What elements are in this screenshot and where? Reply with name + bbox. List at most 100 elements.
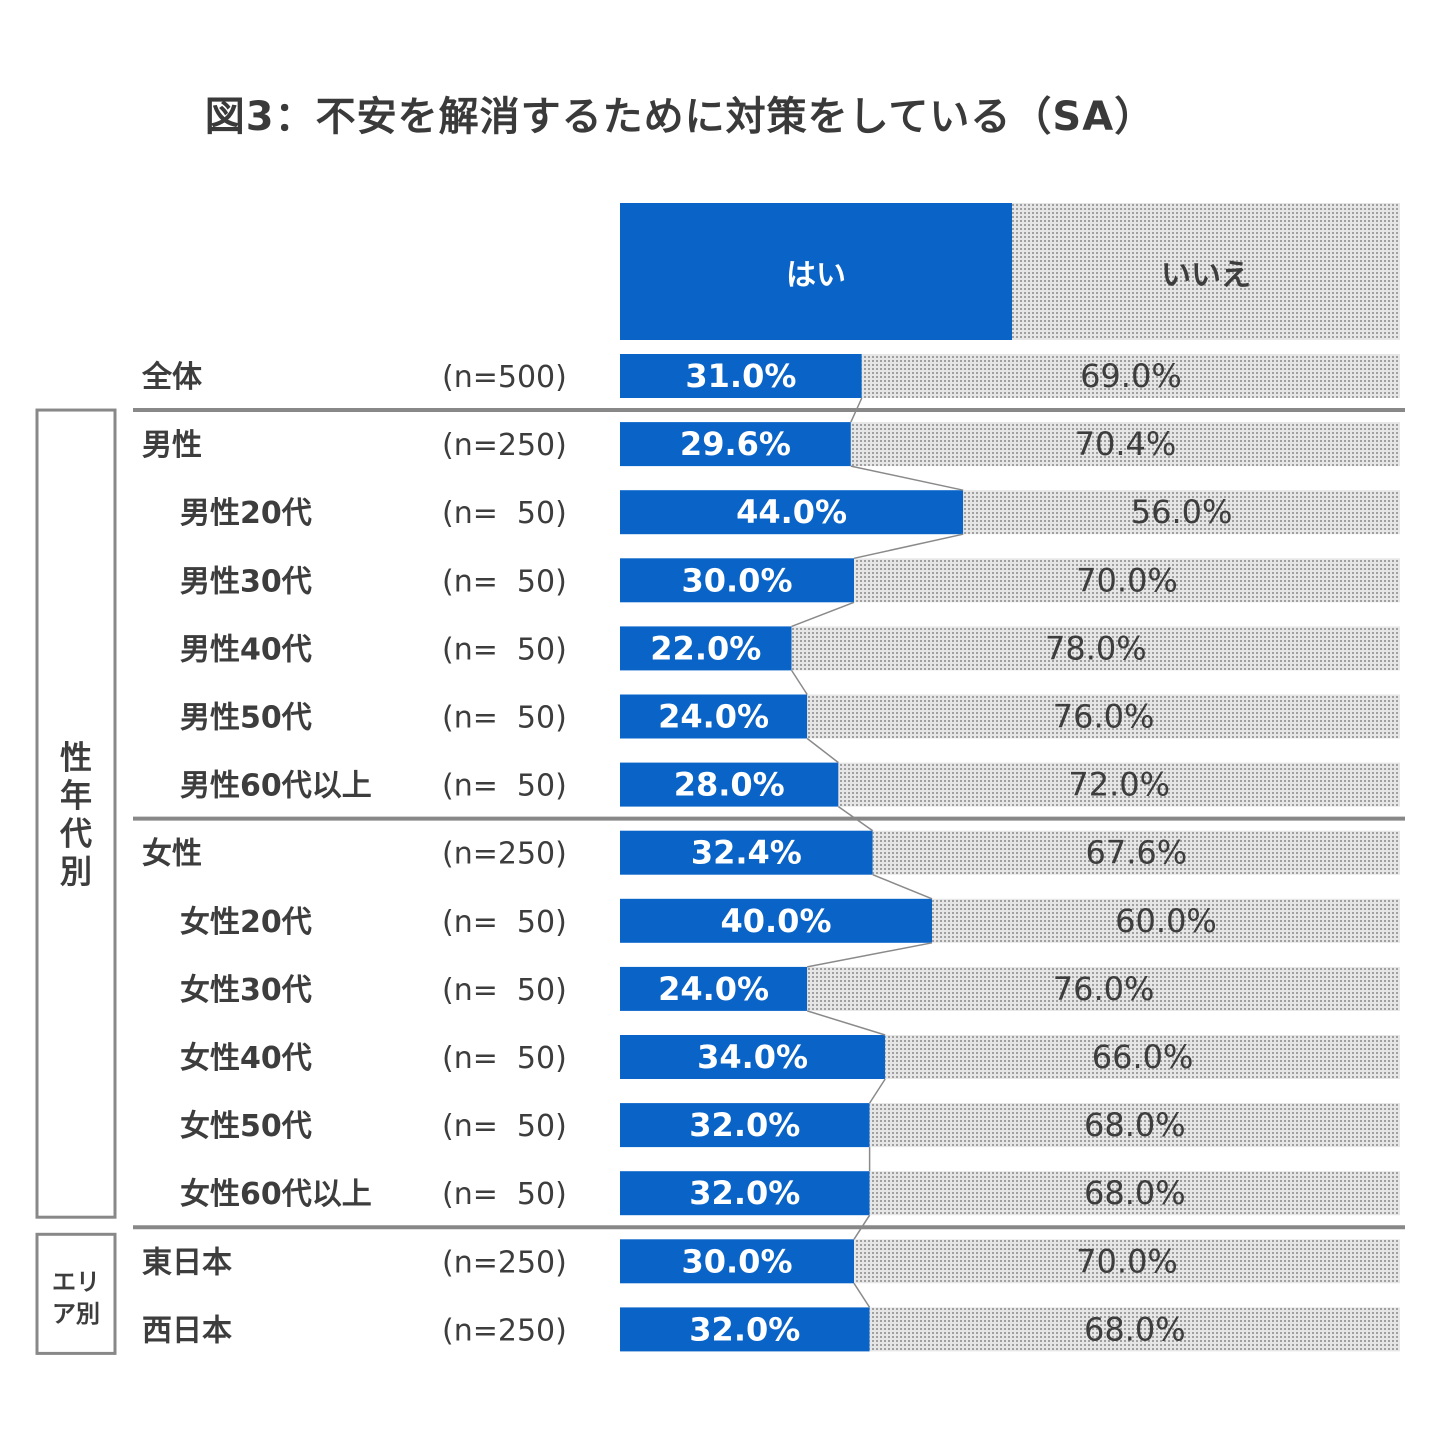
bar-no — [850, 422, 1400, 467]
category-label: 女性20代 — [180, 905, 312, 940]
bar-no — [872, 830, 1400, 875]
group-label-gender-age: 代 — [59, 815, 92, 853]
bar-no — [861, 354, 1400, 398]
bar-yes — [620, 1035, 886, 1079]
category-label: 女性40代 — [180, 1041, 312, 1076]
bar-no — [869, 1307, 1400, 1352]
value-label-no: 70.0% — [1076, 561, 1178, 599]
value-label-yes: 24.0% — [658, 698, 769, 736]
value-label-no: 60.0% — [1115, 902, 1217, 940]
value-label-no: 76.0% — [1053, 698, 1155, 736]
bar-yes — [620, 1103, 870, 1148]
sample-size-label: (n= 50) — [442, 496, 567, 531]
connector-line — [807, 942, 933, 968]
value-label-no: 69.0% — [1080, 357, 1182, 395]
bar-no — [869, 1171, 1400, 1216]
connector-line — [872, 874, 933, 900]
value-label-no: 68.0% — [1084, 1106, 1186, 1144]
sample-size-label: (n= 50) — [442, 1177, 567, 1212]
bar-no — [854, 1239, 1400, 1284]
sample-size-label: (n=250) — [442, 1313, 567, 1348]
category-label: 男性20代 — [180, 496, 312, 531]
group-label-gender-age: 年 — [60, 777, 92, 815]
connector-line — [853, 1282, 871, 1308]
bar-no — [791, 626, 1400, 671]
bar-no — [932, 898, 1400, 943]
group-frame-gender-age — [35, 408, 117, 1219]
legend-no-label: いいえ — [1161, 258, 1251, 293]
bar-yes — [620, 898, 932, 943]
connector-line — [868, 1078, 886, 1104]
value-label-no: 76.0% — [1053, 970, 1155, 1008]
bar-yes — [620, 762, 839, 807]
sample-size-label: (n=250) — [442, 837, 567, 872]
bar-yes — [620, 354, 862, 398]
value-label-yes: 24.0% — [658, 970, 769, 1008]
value-label-yes: 34.0% — [697, 1038, 808, 1076]
value-label-yes: 32.0% — [689, 1174, 800, 1212]
sample-size-label: (n= 50) — [442, 905, 567, 940]
connector-line — [853, 1214, 871, 1240]
bar-yes — [620, 1171, 870, 1216]
sample-size-label: (n=250) — [442, 428, 567, 463]
connector-line — [837, 805, 874, 832]
connector-line — [790, 669, 808, 695]
group-label-gender-age: 別 — [60, 853, 92, 891]
bar-no — [838, 762, 1400, 807]
value-label-no: 67.6% — [1086, 834, 1188, 872]
value-label-no: 68.0% — [1084, 1174, 1186, 1212]
value-label-yes: 44.0% — [736, 493, 847, 531]
category-label: 西日本 — [142, 1313, 232, 1348]
value-label-yes: 32.0% — [689, 1310, 800, 1348]
legend-yes-label: はい — [786, 258, 846, 293]
sample-size-label: (n= 50) — [442, 973, 567, 1008]
sample-size-label: (n= 50) — [442, 1041, 567, 1076]
value-label-no: 72.0% — [1068, 766, 1170, 804]
sample-size-label: (n= 50) — [442, 564, 567, 599]
category-label: 女性30代 — [180, 973, 312, 1008]
value-label-yes: 22.0% — [650, 629, 761, 667]
connector-line — [791, 601, 855, 628]
connector-line — [806, 737, 839, 764]
bar-yes — [620, 1239, 854, 1284]
bar-no — [885, 1035, 1400, 1079]
sample-size-label: (n= 50) — [442, 632, 567, 667]
value-label-no: 66.0% — [1092, 1038, 1194, 1076]
category-label: 男性40代 — [180, 632, 312, 667]
connector-line — [853, 533, 964, 560]
value-label-yes: 32.4% — [691, 834, 802, 872]
bar-yes — [620, 694, 808, 739]
sample-size-label: (n=250) — [442, 1245, 567, 1280]
bar-no — [963, 490, 1400, 535]
category-label: 女性50代 — [180, 1109, 312, 1144]
value-label-yes: 31.0% — [685, 357, 796, 395]
bar-yes — [620, 558, 854, 603]
value-label-no: 70.0% — [1076, 1242, 1178, 1280]
sample-size-label: (n= 50) — [442, 769, 567, 804]
bar-no — [807, 966, 1400, 1011]
connector-line — [806, 1010, 886, 1036]
value-label-yes: 40.0% — [720, 902, 831, 940]
value-label-yes: 28.0% — [674, 766, 785, 804]
bar-no — [807, 694, 1400, 739]
legend-no-box — [1012, 203, 1400, 340]
bar-no — [854, 558, 1400, 603]
group-label-area: ア別 — [52, 1300, 100, 1328]
bar-yes — [620, 626, 792, 671]
category-label: 東日本 — [142, 1245, 232, 1280]
value-label-yes: 30.0% — [681, 561, 792, 599]
connector-line — [850, 465, 964, 491]
value-label-no: 68.0% — [1084, 1310, 1186, 1348]
sample-size-label: (n= 50) — [442, 701, 567, 736]
category-label: 全体 — [141, 360, 203, 395]
value-label-yes: 30.0% — [681, 1242, 792, 1280]
sample-size-label: (n=500) — [442, 360, 567, 395]
value-label-yes: 29.6% — [680, 425, 791, 463]
category-label: 女性60代以上 — [180, 1177, 372, 1212]
category-label: 男性30代 — [180, 564, 312, 599]
category-label: 男性50代 — [180, 701, 312, 736]
bar-yes — [620, 966, 808, 1011]
legend-yes-box — [620, 203, 1012, 340]
bar-yes — [620, 422, 851, 467]
